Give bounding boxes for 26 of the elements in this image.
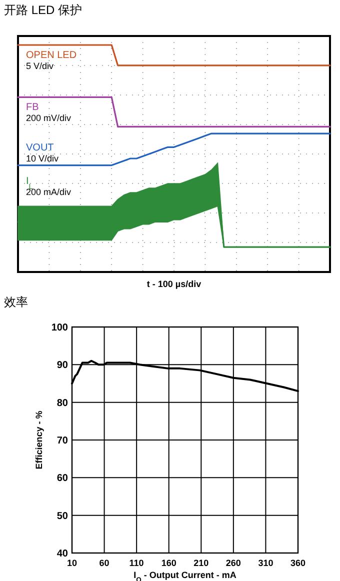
- x-axis-title: t - 100 µs/div: [146, 279, 202, 289]
- y-tick-label: 40: [56, 548, 68, 560]
- x-tick-label: 210: [194, 558, 209, 568]
- y-tick-label: 60: [56, 473, 68, 484]
- x-tick-label: 60: [99, 558, 110, 568]
- annotation: 200 mV/div: [26, 113, 72, 124]
- series-label: FB: [26, 102, 40, 114]
- y-axis-title: Efficiency - %: [34, 410, 44, 470]
- x-tick-label: 310: [258, 558, 274, 568]
- x-tick-label: 110: [129, 558, 144, 568]
- chart-title: 开路 LED 保护: [4, 3, 82, 17]
- annotation: 5 V/div: [26, 61, 54, 71]
- annotation: 200 mA/div: [26, 187, 72, 198]
- x-tick-label: 260: [226, 558, 241, 568]
- series-label: OPEN LED: [26, 50, 77, 61]
- y-tick-label: 80: [56, 398, 68, 409]
- y-tick-label: 50: [56, 510, 68, 522]
- annotation: 10 V/div: [26, 153, 60, 164]
- series-label: VOUT: [26, 142, 54, 154]
- y-tick-label: 90: [56, 360, 68, 372]
- y-tick-label: 100: [51, 322, 68, 334]
- chart-title: 效率: [4, 295, 28, 309]
- x-tick-label: 160: [161, 558, 176, 568]
- x-tick-label: 10: [66, 558, 78, 568]
- x-tick-label: 360: [290, 558, 306, 568]
- y-tick-label: 70: [56, 436, 68, 446]
